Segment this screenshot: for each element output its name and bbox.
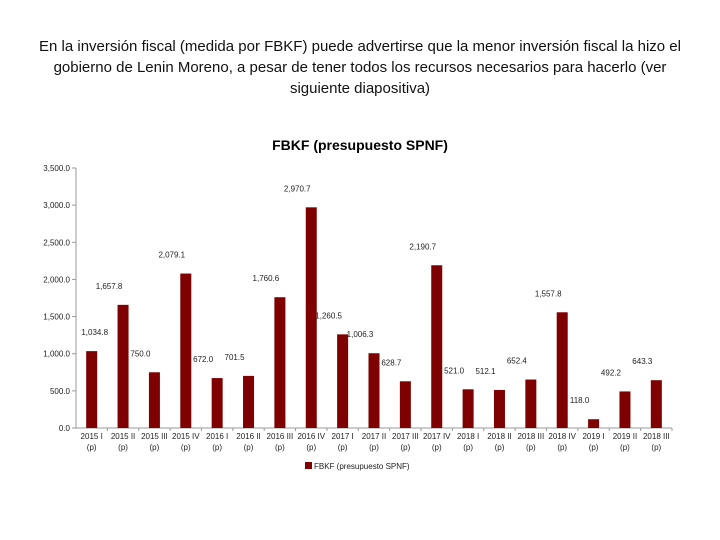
category-label: 2015 II	[111, 432, 135, 441]
bar	[148, 372, 160, 428]
category-label-sub: (p)	[338, 443, 348, 452]
data-label: 118.0	[570, 396, 590, 405]
category-label-sub: (p)	[306, 443, 316, 452]
category-label-sub: (p)	[651, 443, 661, 452]
category-label-sub: (p)	[181, 443, 191, 452]
bar	[86, 351, 98, 428]
data-label: 1,760.6	[253, 274, 280, 283]
category-label-sub: (p)	[432, 443, 442, 452]
category-label: 2017 III	[392, 432, 419, 441]
chart-title: FBKF (presupuesto SPNF)	[272, 137, 448, 153]
category-label-sub: (p)	[589, 443, 599, 452]
category-label-sub: (p)	[212, 443, 222, 452]
category-label: 2016 IV	[297, 432, 325, 441]
category-label-sub: (p)	[463, 443, 473, 452]
category-label-sub: (p)	[369, 443, 379, 452]
slide-title: En la inversión fiscal (medida por FBKF)…	[39, 38, 681, 97]
bar	[619, 391, 631, 428]
category-label: 2016 III	[267, 432, 294, 441]
category-label-sub: (p)	[620, 443, 630, 452]
bar	[493, 389, 505, 428]
data-label: 512.1	[475, 367, 496, 376]
data-label: 521.0	[444, 366, 465, 375]
category-label: 2016 I	[206, 432, 228, 441]
bar	[399, 381, 411, 428]
y-tick-label: 500.0	[50, 387, 71, 396]
data-label: 1,657.8	[96, 282, 123, 291]
bar	[368, 353, 380, 428]
bar	[525, 379, 537, 428]
category-label-sub: (p)	[495, 443, 505, 452]
category-label: 2017 IV	[423, 432, 451, 441]
category-label-sub: (p)	[244, 443, 254, 452]
legend: FBKF (presupuesto SPNF)	[305, 462, 410, 471]
category-label: 2018 IV	[548, 432, 576, 441]
category-label-sub: (p)	[557, 443, 567, 452]
data-label: 672.0	[193, 355, 214, 364]
data-label: 643.3	[632, 357, 653, 366]
data-label: 701.5	[225, 353, 246, 362]
legend-label: FBKF (presupuesto SPNF)	[314, 462, 410, 471]
data-label: 1,260.5	[315, 311, 342, 320]
data-label: 492.2	[601, 368, 622, 377]
category-label: 2015 III	[141, 432, 168, 441]
data-label: 1,557.8	[535, 289, 562, 298]
category-label: 2017 II	[362, 432, 386, 441]
category-label: 2018 I	[457, 432, 479, 441]
category-label: 2019 II	[613, 432, 637, 441]
category-label-sub: (p)	[150, 443, 160, 452]
bar	[211, 378, 223, 428]
category-label: 2017 I	[332, 432, 354, 441]
y-tick-label: 3,000.0	[43, 201, 70, 210]
bar	[243, 375, 255, 428]
y-tick-label: 1,500.0	[43, 313, 70, 322]
data-label: 750.0	[130, 349, 151, 358]
bar	[556, 312, 568, 428]
bar	[180, 273, 192, 428]
category-labels: 2015 I (p) 2015 II (p) 2015 III (p) 2015 IV (p)…	[81, 428, 673, 452]
category-label: 2018 II	[487, 432, 511, 441]
data-label: 1,034.8	[81, 328, 108, 337]
data-label: 652.4	[507, 357, 528, 366]
data-label: 628.7	[381, 358, 402, 367]
category-label-sub: (p)	[275, 443, 285, 452]
category-label: 2018 III	[643, 432, 670, 441]
data-label: 2,970.7	[284, 184, 311, 193]
y-tick-label: 2,500.0	[43, 238, 70, 247]
category-label-sub: (p)	[400, 443, 410, 452]
y-tick-label: 2,000.0	[43, 275, 70, 284]
category-label: 2015 I	[81, 432, 103, 441]
bar	[337, 334, 349, 428]
category-label: 2019 I	[582, 432, 604, 441]
category-label: 2015 IV	[172, 432, 200, 441]
category-label-sub: (p)	[526, 443, 536, 452]
category-label: 2018 III	[517, 432, 544, 441]
category-label-sub: (p)	[118, 443, 128, 452]
category-label-sub: (p)	[87, 443, 97, 452]
data-labels: 1,034.8 1,657.8 750.0 2,079.1 672.0 701.5 1,76…	[81, 184, 653, 405]
bar	[305, 207, 317, 428]
bar-series	[86, 207, 662, 428]
bar	[650, 380, 662, 428]
legend-swatch	[305, 462, 312, 469]
y-axis-ticks: 0.0 500.0 1,000.0 1,500.0 2,000.0 2,500.0 3,00…	[43, 164, 76, 433]
data-label: 2,190.7	[409, 242, 436, 251]
y-tick-label: 0.0	[59, 424, 71, 433]
bar	[588, 419, 600, 428]
bar	[431, 265, 443, 428]
data-label: 2,079.1	[158, 251, 185, 260]
bar	[462, 389, 474, 428]
y-tick-label: 3,500.0	[43, 164, 70, 173]
category-label: 2016 II	[236, 432, 260, 441]
bar	[274, 297, 286, 428]
bar	[117, 304, 129, 428]
data-label: 1,006.3	[347, 330, 374, 339]
y-tick-label: 1,000.0	[43, 350, 70, 359]
